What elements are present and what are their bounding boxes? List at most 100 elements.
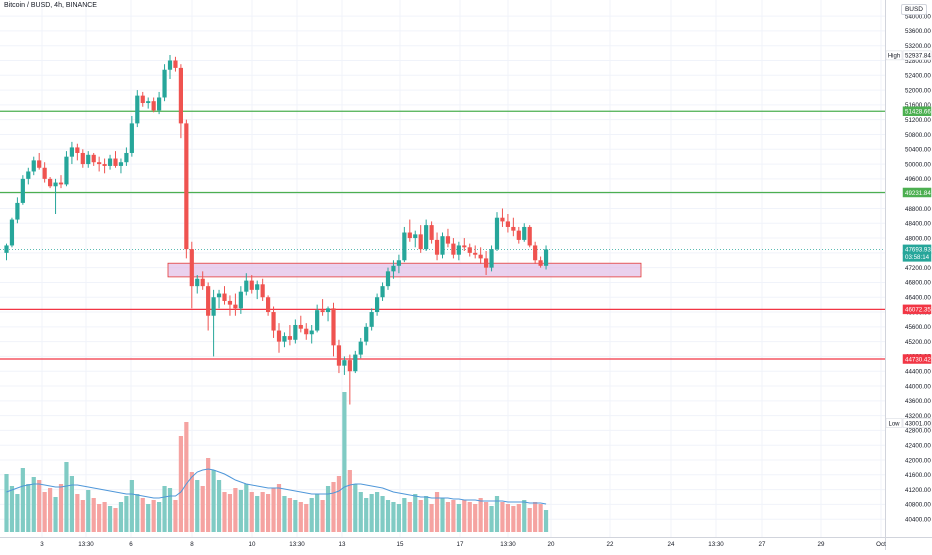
candle-body [97, 162, 102, 165]
candle [244, 273, 249, 296]
price-tick-label: 51200.00 [905, 117, 931, 124]
candle [391, 260, 396, 279]
volume-bar [91, 498, 96, 532]
volume-bar [167, 488, 173, 532]
candle-body [315, 310, 320, 331]
volume-bar [543, 510, 549, 532]
volume-bar [216, 480, 222, 532]
price-axis: 40400.00 40800.00 41200.00 41600.00 42000.00… [905, 13, 931, 523]
price-marker-value: 52937.84 [905, 53, 931, 60]
candle [325, 306, 331, 322]
candle [15, 197, 20, 224]
time-tick-label: 10 [249, 541, 256, 548]
candle [173, 56, 178, 72]
candle-body [451, 243, 456, 255]
volume-bar [4, 474, 9, 532]
candle [91, 152, 96, 166]
candle [58, 175, 64, 189]
price-marker-value: 46072.35 [905, 307, 931, 314]
candle [178, 64, 183, 139]
candle [102, 158, 107, 174]
candle [304, 323, 309, 340]
volume-bar [380, 496, 385, 532]
time-tick-label: 3 [40, 541, 44, 548]
time-tick-label: 22 [607, 541, 614, 548]
price-tick-label: 50000.00 [905, 161, 931, 168]
candle [271, 306, 276, 338]
candle [364, 323, 369, 346]
volume-bar [353, 484, 358, 532]
candle [266, 295, 271, 316]
currency-badge[interactable]: BUSD [900, 4, 927, 15]
candle-body [287, 336, 292, 340]
candle [276, 323, 282, 353]
price-tick-label: 53600.00 [905, 28, 931, 35]
candle [375, 293, 380, 316]
volume-bar [244, 484, 249, 532]
candle-body [113, 158, 118, 166]
price-marker-badge [902, 418, 932, 428]
candle-body [347, 360, 352, 372]
candle-body [505, 221, 510, 227]
volume-bar [538, 504, 543, 532]
volume-bar [173, 500, 178, 532]
price-tick-label: 46400.00 [905, 295, 931, 302]
candle [527, 225, 532, 248]
candle-body [293, 324, 298, 340]
candle [342, 356, 347, 375]
volume-ma-line [6, 468, 547, 505]
candle-body [282, 336, 287, 342]
price-marker: 43001.00 Low [885, 418, 932, 428]
price-tick-label: 42800.00 [905, 428, 931, 435]
volume-bar [200, 486, 205, 532]
price-tick-label: 52400.00 [905, 73, 931, 80]
time-tick-label: 17 [457, 541, 464, 548]
candle-body [353, 354, 358, 372]
candle-body [385, 271, 391, 287]
time-tick-label: 13:30 [708, 541, 724, 548]
candle-body [211, 297, 216, 316]
price-tick-label: 48400.00 [905, 221, 931, 228]
candle [522, 223, 527, 242]
candle [157, 91, 162, 115]
volume-bar [375, 492, 380, 532]
candle-body [473, 252, 478, 255]
volume-bar [26, 484, 31, 532]
candle-body [102, 164, 107, 166]
candle [26, 167, 31, 185]
candle [505, 214, 510, 233]
candle-body [527, 226, 532, 246]
candle-body [184, 123, 189, 250]
volume-bar [75, 494, 80, 532]
candle-body [298, 324, 303, 329]
candle-body [418, 234, 423, 250]
candle [211, 289, 216, 357]
volume-bar [369, 494, 374, 532]
volume-bar [42, 492, 47, 532]
price-marker-label: Low [888, 421, 900, 427]
volume-bar [473, 504, 478, 532]
candle-body [124, 152, 129, 163]
candle-body [342, 360, 347, 366]
volume-bar [462, 500, 467, 532]
candle [135, 90, 140, 128]
candle-body [276, 330, 282, 342]
candle [97, 156, 102, 172]
price-tick-label: 43200.00 [905, 413, 931, 420]
volume-bar [298, 502, 303, 532]
time-axis: 3 13:30 6 8 10 13:30 13 15 17 13:30 20 22 24 13:30 27 2… [40, 541, 886, 548]
price-marker-label-box [885, 418, 903, 428]
candle [9, 217, 15, 248]
candle [200, 271, 205, 290]
price-tick-label: 51600.00 [905, 102, 931, 109]
volume-bar [178, 436, 183, 532]
volume-bar [467, 502, 472, 532]
price-tick-label: 41600.00 [905, 472, 931, 479]
volume-bar [325, 486, 331, 532]
candle [484, 251, 489, 276]
price-tick-label: 40800.00 [905, 502, 931, 509]
candle-body [178, 67, 183, 124]
volume-bar [418, 500, 423, 532]
